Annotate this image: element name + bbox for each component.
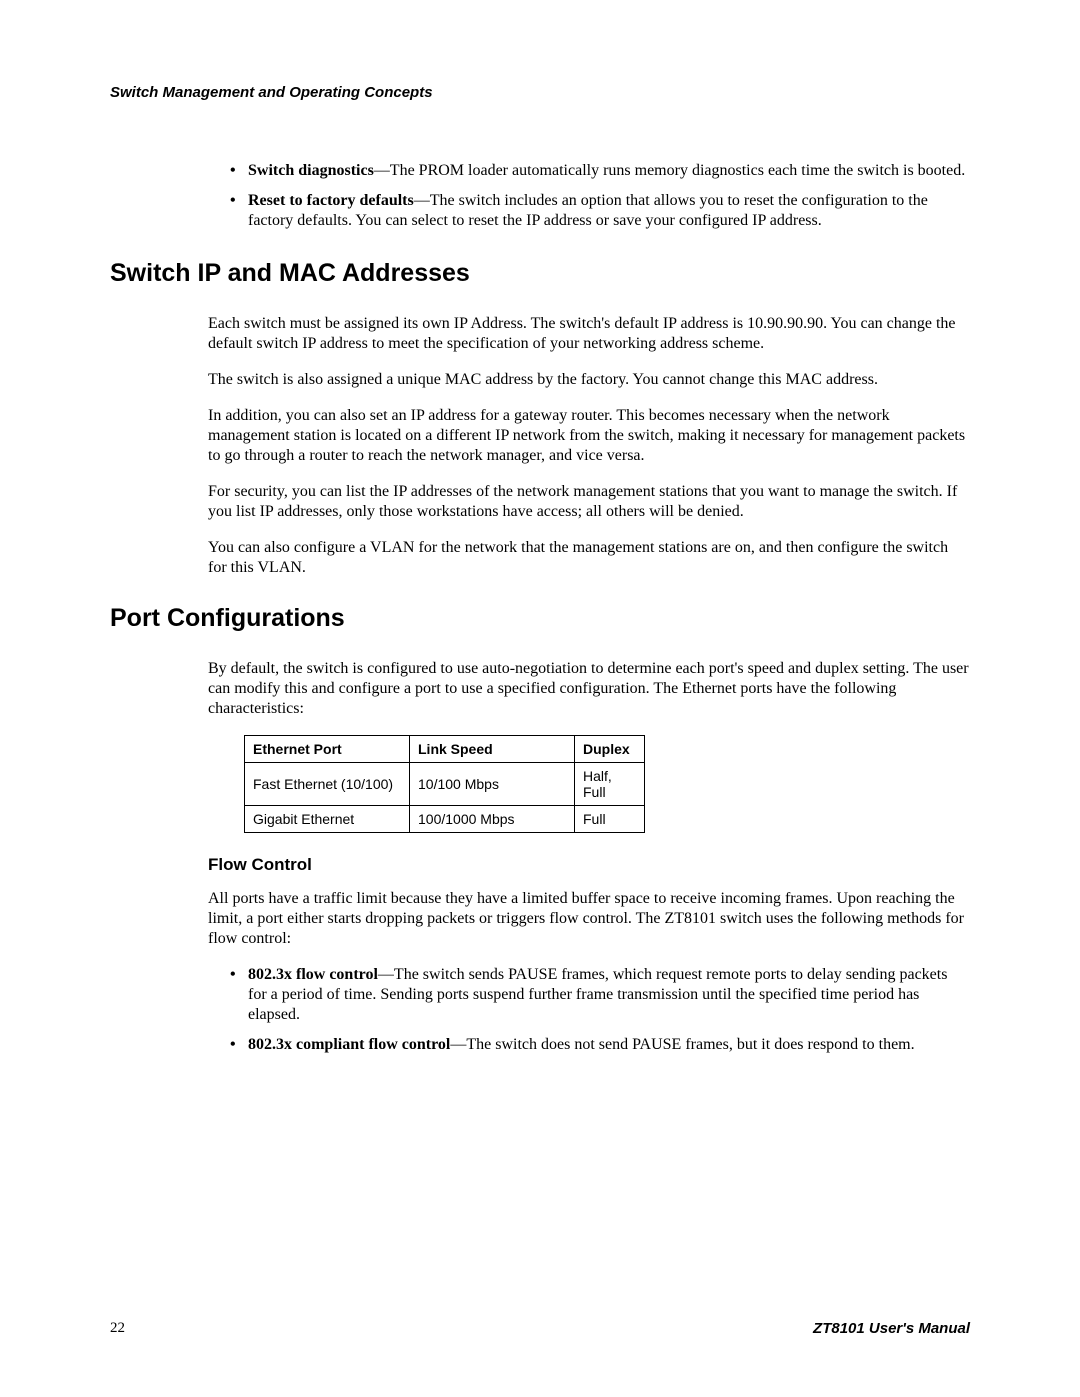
table-cell: Fast Ethernet (10/100) bbox=[245, 763, 410, 806]
paragraph: The switch is also assigned a unique MAC… bbox=[208, 370, 970, 390]
bullet-term: Reset to factory defaults bbox=[248, 192, 414, 209]
table-row: Fast Ethernet (10/100) 10/100 Mbps Half,… bbox=[245, 763, 645, 806]
table-cell: Gigabit Ethernet bbox=[245, 806, 410, 833]
list-item: Switch diagnostics—The PROM loader autom… bbox=[230, 161, 970, 181]
list-item: 802.3x flow control—The switch sends PAU… bbox=[230, 965, 970, 1025]
paragraph: In addition, you can also set an IP addr… bbox=[208, 406, 970, 466]
manual-title: ZT8101 User's Manual bbox=[813, 1320, 970, 1337]
flow-control-bullet-list: 802.3x flow control—The switch sends PAU… bbox=[230, 965, 970, 1055]
page: Switch Management and Operating Concepts… bbox=[0, 0, 1080, 1143]
intro-bullet-list: Switch diagnostics—The PROM loader autom… bbox=[230, 161, 970, 231]
bullet-text: —The switch does not send PAUSE frames, … bbox=[450, 1036, 914, 1053]
table-header-cell: Ethernet Port bbox=[245, 736, 410, 763]
page-footer: 22 ZT8101 User's Manual bbox=[110, 1320, 970, 1337]
page-number: 22 bbox=[110, 1320, 125, 1337]
section2-body: By default, the switch is configured to … bbox=[208, 659, 970, 1055]
list-item: 802.3x compliant flow control—The switch… bbox=[230, 1035, 970, 1055]
bullet-term: Switch diagnostics bbox=[248, 162, 374, 179]
paragraph: All ports have a traffic limit because t… bbox=[208, 889, 970, 949]
paragraph: By default, the switch is configured to … bbox=[208, 659, 970, 719]
table-cell: 100/1000 Mbps bbox=[410, 806, 575, 833]
section1-body: Each switch must be assigned its own IP … bbox=[208, 314, 970, 578]
table-header-cell: Duplex bbox=[575, 736, 645, 763]
section-heading-ip-mac: Switch IP and MAC Addresses bbox=[110, 259, 970, 288]
paragraph: Each switch must be assigned its own IP … bbox=[208, 314, 970, 354]
table-cell: Full bbox=[575, 806, 645, 833]
paragraph: You can also configure a VLAN for the ne… bbox=[208, 538, 970, 578]
bullet-term: 802.3x compliant flow control bbox=[248, 1036, 450, 1053]
bullet-text: —The PROM loader automatically runs memo… bbox=[374, 162, 965, 179]
list-item: Reset to factory defaults—The switch inc… bbox=[230, 191, 970, 231]
paragraph: For security, you can list the IP addres… bbox=[208, 482, 970, 522]
table-header-row: Ethernet Port Link Speed Duplex bbox=[245, 736, 645, 763]
section-heading-port-config: Port Configurations bbox=[110, 604, 970, 633]
ethernet-port-table: Ethernet Port Link Speed Duplex Fast Eth… bbox=[244, 735, 645, 833]
table-cell: 10/100 Mbps bbox=[410, 763, 575, 806]
subsection-heading-flow-control: Flow Control bbox=[208, 855, 970, 875]
intro-bullets-block: Switch diagnostics—The PROM loader autom… bbox=[208, 161, 970, 231]
running-header: Switch Management and Operating Concepts bbox=[110, 84, 970, 101]
bullet-term: 802.3x flow control bbox=[248, 966, 378, 983]
table-cell: Half, Full bbox=[575, 763, 645, 806]
table-row: Gigabit Ethernet 100/1000 Mbps Full bbox=[245, 806, 645, 833]
table-header-cell: Link Speed bbox=[410, 736, 575, 763]
